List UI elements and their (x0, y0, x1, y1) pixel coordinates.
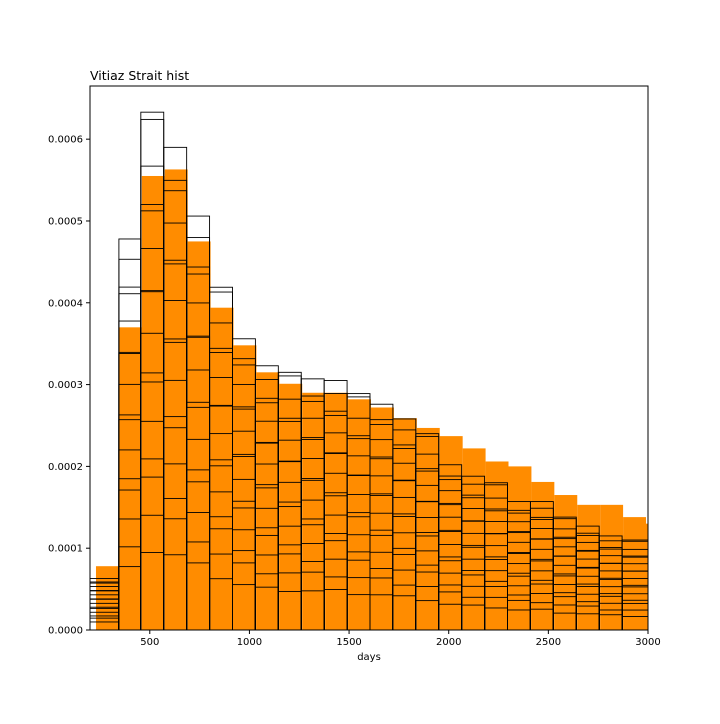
filled-bar-9 (302, 392, 326, 630)
x-axis-label: days (357, 652, 381, 663)
filled-bar-12 (370, 407, 394, 630)
x-tick-label-4: 2500 (536, 637, 561, 648)
filled-bar-19 (531, 481, 555, 630)
filled-bar-24 (646, 523, 648, 630)
y-tick-label-6: 0.0006 (48, 135, 83, 146)
filled-bar-11 (348, 399, 371, 630)
y-tick-label-1: 0.0001 (48, 544, 83, 555)
x-tick-label-5: 3000 (635, 637, 660, 648)
x-tick-label-2: 1500 (336, 637, 361, 648)
filled-bar-7 (256, 372, 280, 630)
filled-bar-6 (233, 345, 257, 630)
filled-bar-13 (393, 418, 417, 630)
y-tick-label-3: 0.0003 (48, 380, 83, 391)
filled-bar-18 (508, 466, 532, 630)
filled-bar-3 (164, 169, 188, 630)
x-tick-label-3: 2000 (436, 637, 461, 648)
x-tick-label-0: 500 (140, 637, 159, 648)
plot-layer (90, 111, 648, 630)
axes-frame (89, 85, 649, 631)
plot-marks (90, 111, 648, 630)
y-tick-label-2: 0.0002 (48, 462, 83, 473)
filled-bar-16 (462, 448, 486, 630)
y-tick-label-4: 0.0004 (48, 298, 83, 309)
filled-bar-15 (439, 436, 463, 630)
filled-bar-20 (554, 495, 578, 630)
filled-bar-23 (623, 517, 647, 630)
y-tick-label-5: 0.0005 (48, 216, 83, 227)
filled-bar-4 (187, 241, 211, 630)
filled-bar-5 (210, 307, 234, 630)
chart-title: Vitiaz Strait hist (90, 68, 189, 83)
filled-bar-2 (141, 175, 165, 630)
filled-bar-22 (600, 504, 624, 630)
y-tick-label-0: 0.0000 (48, 626, 83, 637)
filled-bar-10 (325, 392, 349, 630)
filled-bar-14 (416, 427, 440, 630)
filled-bar-0 (95, 566, 119, 630)
axes: 500 1000 1500 2000 2500 3000 0.0000 0.0001 0.000… (48, 85, 661, 648)
x-tick-label-1: 1000 (237, 637, 262, 648)
